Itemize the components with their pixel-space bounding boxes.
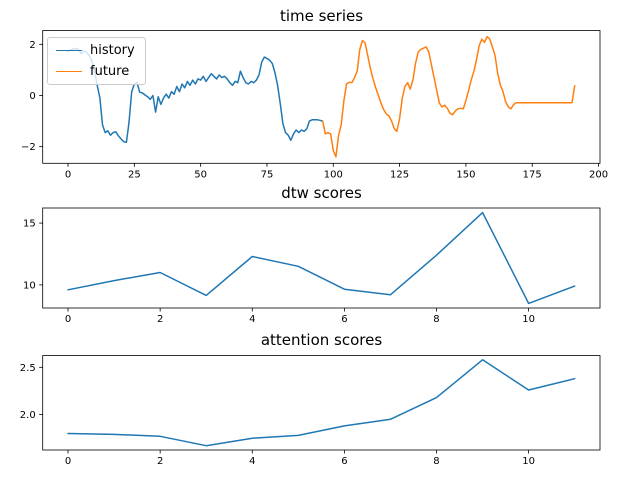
attention-scores-spines (42, 355, 601, 451)
dtw-line (67, 211, 576, 305)
x-tick-label: 75 (261, 169, 274, 180)
legend-entry-future: future (56, 64, 135, 79)
x-tick-label: 125 (390, 169, 409, 180)
x-tick-label: 50 (194, 169, 207, 180)
x-tick-label: 0 (65, 456, 71, 467)
y-tick-label: 0 (29, 91, 35, 102)
x-tick-label: 0 (65, 169, 71, 180)
x-tick-label: 6 (341, 456, 347, 467)
x-tick-label: 10 (522, 456, 535, 467)
y-tick-label: 2.5 (20, 363, 36, 374)
time-series-y-axis: −2 0 2 (21, 40, 43, 153)
attention-line (67, 359, 576, 447)
time-series-axes: 0 25 50 75 100 125 150 175 200 −2 0 2 (21, 30, 608, 180)
attention-scores-title: attention scores (260, 331, 383, 349)
future-line-sample (56, 71, 82, 72)
x-tick-label: 4 (249, 314, 255, 325)
x-tick-label: 10 (522, 314, 535, 325)
x-tick-label: 6 (341, 314, 347, 325)
history-line (67, 47, 324, 144)
dtw-scores-axes: 0 2 4 6 8 10 10 15 (23, 207, 601, 325)
attention-scores-x-axis: 0 2 4 6 8 10 (65, 450, 535, 467)
y-tick-label: 2 (29, 40, 35, 51)
y-tick-label: 2.0 (20, 410, 36, 421)
dtw-scores-x-axis: 0 2 4 6 8 10 (65, 308, 535, 325)
legend-label-history: history (90, 43, 135, 58)
time-series-title: time series (279, 7, 364, 25)
dtw-scores-title: dtw scores (281, 184, 362, 202)
x-tick-label: 2 (157, 314, 163, 325)
x-tick-label: 200 (589, 169, 608, 180)
dtw-scores-spines (42, 207, 601, 309)
time-series-spines (42, 30, 601, 164)
x-tick-label: 8 (433, 456, 439, 467)
dtw-scores-y-axis: 10 15 (23, 219, 43, 291)
x-tick-label: 0 (65, 314, 71, 325)
history-line-sample (56, 50, 82, 51)
x-tick-label: 25 (128, 169, 141, 180)
x-tick-label: 100 (324, 169, 343, 180)
x-tick-label: 4 (249, 456, 255, 467)
legend: history future (47, 37, 146, 85)
y-tick-label: −2 (21, 142, 36, 153)
attention-scores-axes: 0 2 4 6 8 10 2.0 2.5 (20, 355, 601, 467)
y-tick-label: 15 (23, 219, 36, 230)
attention-scores-y-axis: 2.0 2.5 (20, 363, 43, 421)
x-tick-label: 175 (523, 169, 542, 180)
legend-entry-history: history (56, 43, 135, 58)
future-line (321, 35, 576, 158)
y-tick-label: 10 (23, 280, 36, 291)
x-tick-label: 150 (456, 169, 475, 180)
x-tick-label: 8 (433, 314, 439, 325)
legend-label-future: future (90, 64, 130, 79)
time-series-x-axis: 0 25 50 75 100 125 150 175 200 (65, 163, 608, 180)
x-tick-label: 2 (157, 456, 163, 467)
